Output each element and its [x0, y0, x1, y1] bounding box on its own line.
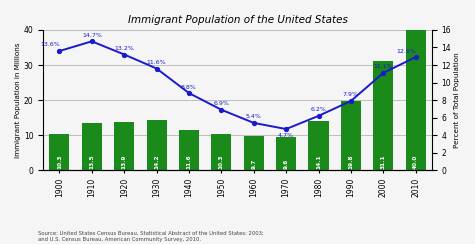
- Bar: [308, 121, 329, 170]
- Bar: [147, 121, 167, 170]
- Text: Source: United States Census Bureau, Statistical Abstract of the United States: : Source: United States Census Bureau, Sta…: [38, 231, 264, 242]
- Text: 14.1: 14.1: [316, 155, 321, 169]
- Text: 10.3: 10.3: [219, 155, 224, 169]
- Text: 19.8: 19.8: [348, 155, 353, 169]
- Y-axis label: Immigrant Population in Millions: Immigrant Population in Millions: [15, 42, 21, 158]
- Bar: [82, 123, 102, 170]
- Bar: [114, 122, 134, 170]
- Text: 10.3: 10.3: [57, 155, 62, 169]
- Bar: [406, 30, 426, 170]
- Text: 9.7: 9.7: [251, 159, 256, 169]
- Text: 14.2: 14.2: [154, 155, 159, 169]
- Text: 31.1: 31.1: [381, 155, 386, 169]
- Bar: [211, 134, 231, 170]
- Text: 5.4%: 5.4%: [246, 114, 262, 119]
- Text: 8.8%: 8.8%: [181, 85, 197, 90]
- Text: 11.6%: 11.6%: [147, 60, 166, 65]
- Text: 12.9%: 12.9%: [396, 49, 416, 54]
- Bar: [341, 101, 361, 170]
- Text: 13.6%: 13.6%: [40, 42, 59, 48]
- Text: 11.6: 11.6: [187, 155, 191, 169]
- Text: 7.9%: 7.9%: [343, 92, 359, 97]
- Text: 11.1%: 11.1%: [373, 64, 393, 69]
- Bar: [179, 130, 199, 170]
- Text: 9.6: 9.6: [284, 159, 289, 169]
- Bar: [49, 134, 69, 170]
- Text: 4.7%: 4.7%: [278, 133, 294, 138]
- Text: 40.0: 40.0: [413, 155, 418, 169]
- Bar: [373, 61, 393, 170]
- Bar: [276, 137, 296, 170]
- Text: 6.9%: 6.9%: [213, 101, 229, 106]
- Text: 13.5: 13.5: [89, 155, 95, 169]
- Y-axis label: Percent of Total Population: Percent of Total Population: [454, 52, 460, 148]
- Text: 13.2%: 13.2%: [114, 46, 134, 51]
- Text: 6.2%: 6.2%: [311, 107, 326, 112]
- Text: 14.7%: 14.7%: [82, 33, 102, 38]
- Bar: [244, 136, 264, 170]
- Text: 13.9: 13.9: [122, 155, 127, 169]
- Title: Immigrant Population of the United States: Immigrant Population of the United State…: [128, 15, 348, 25]
